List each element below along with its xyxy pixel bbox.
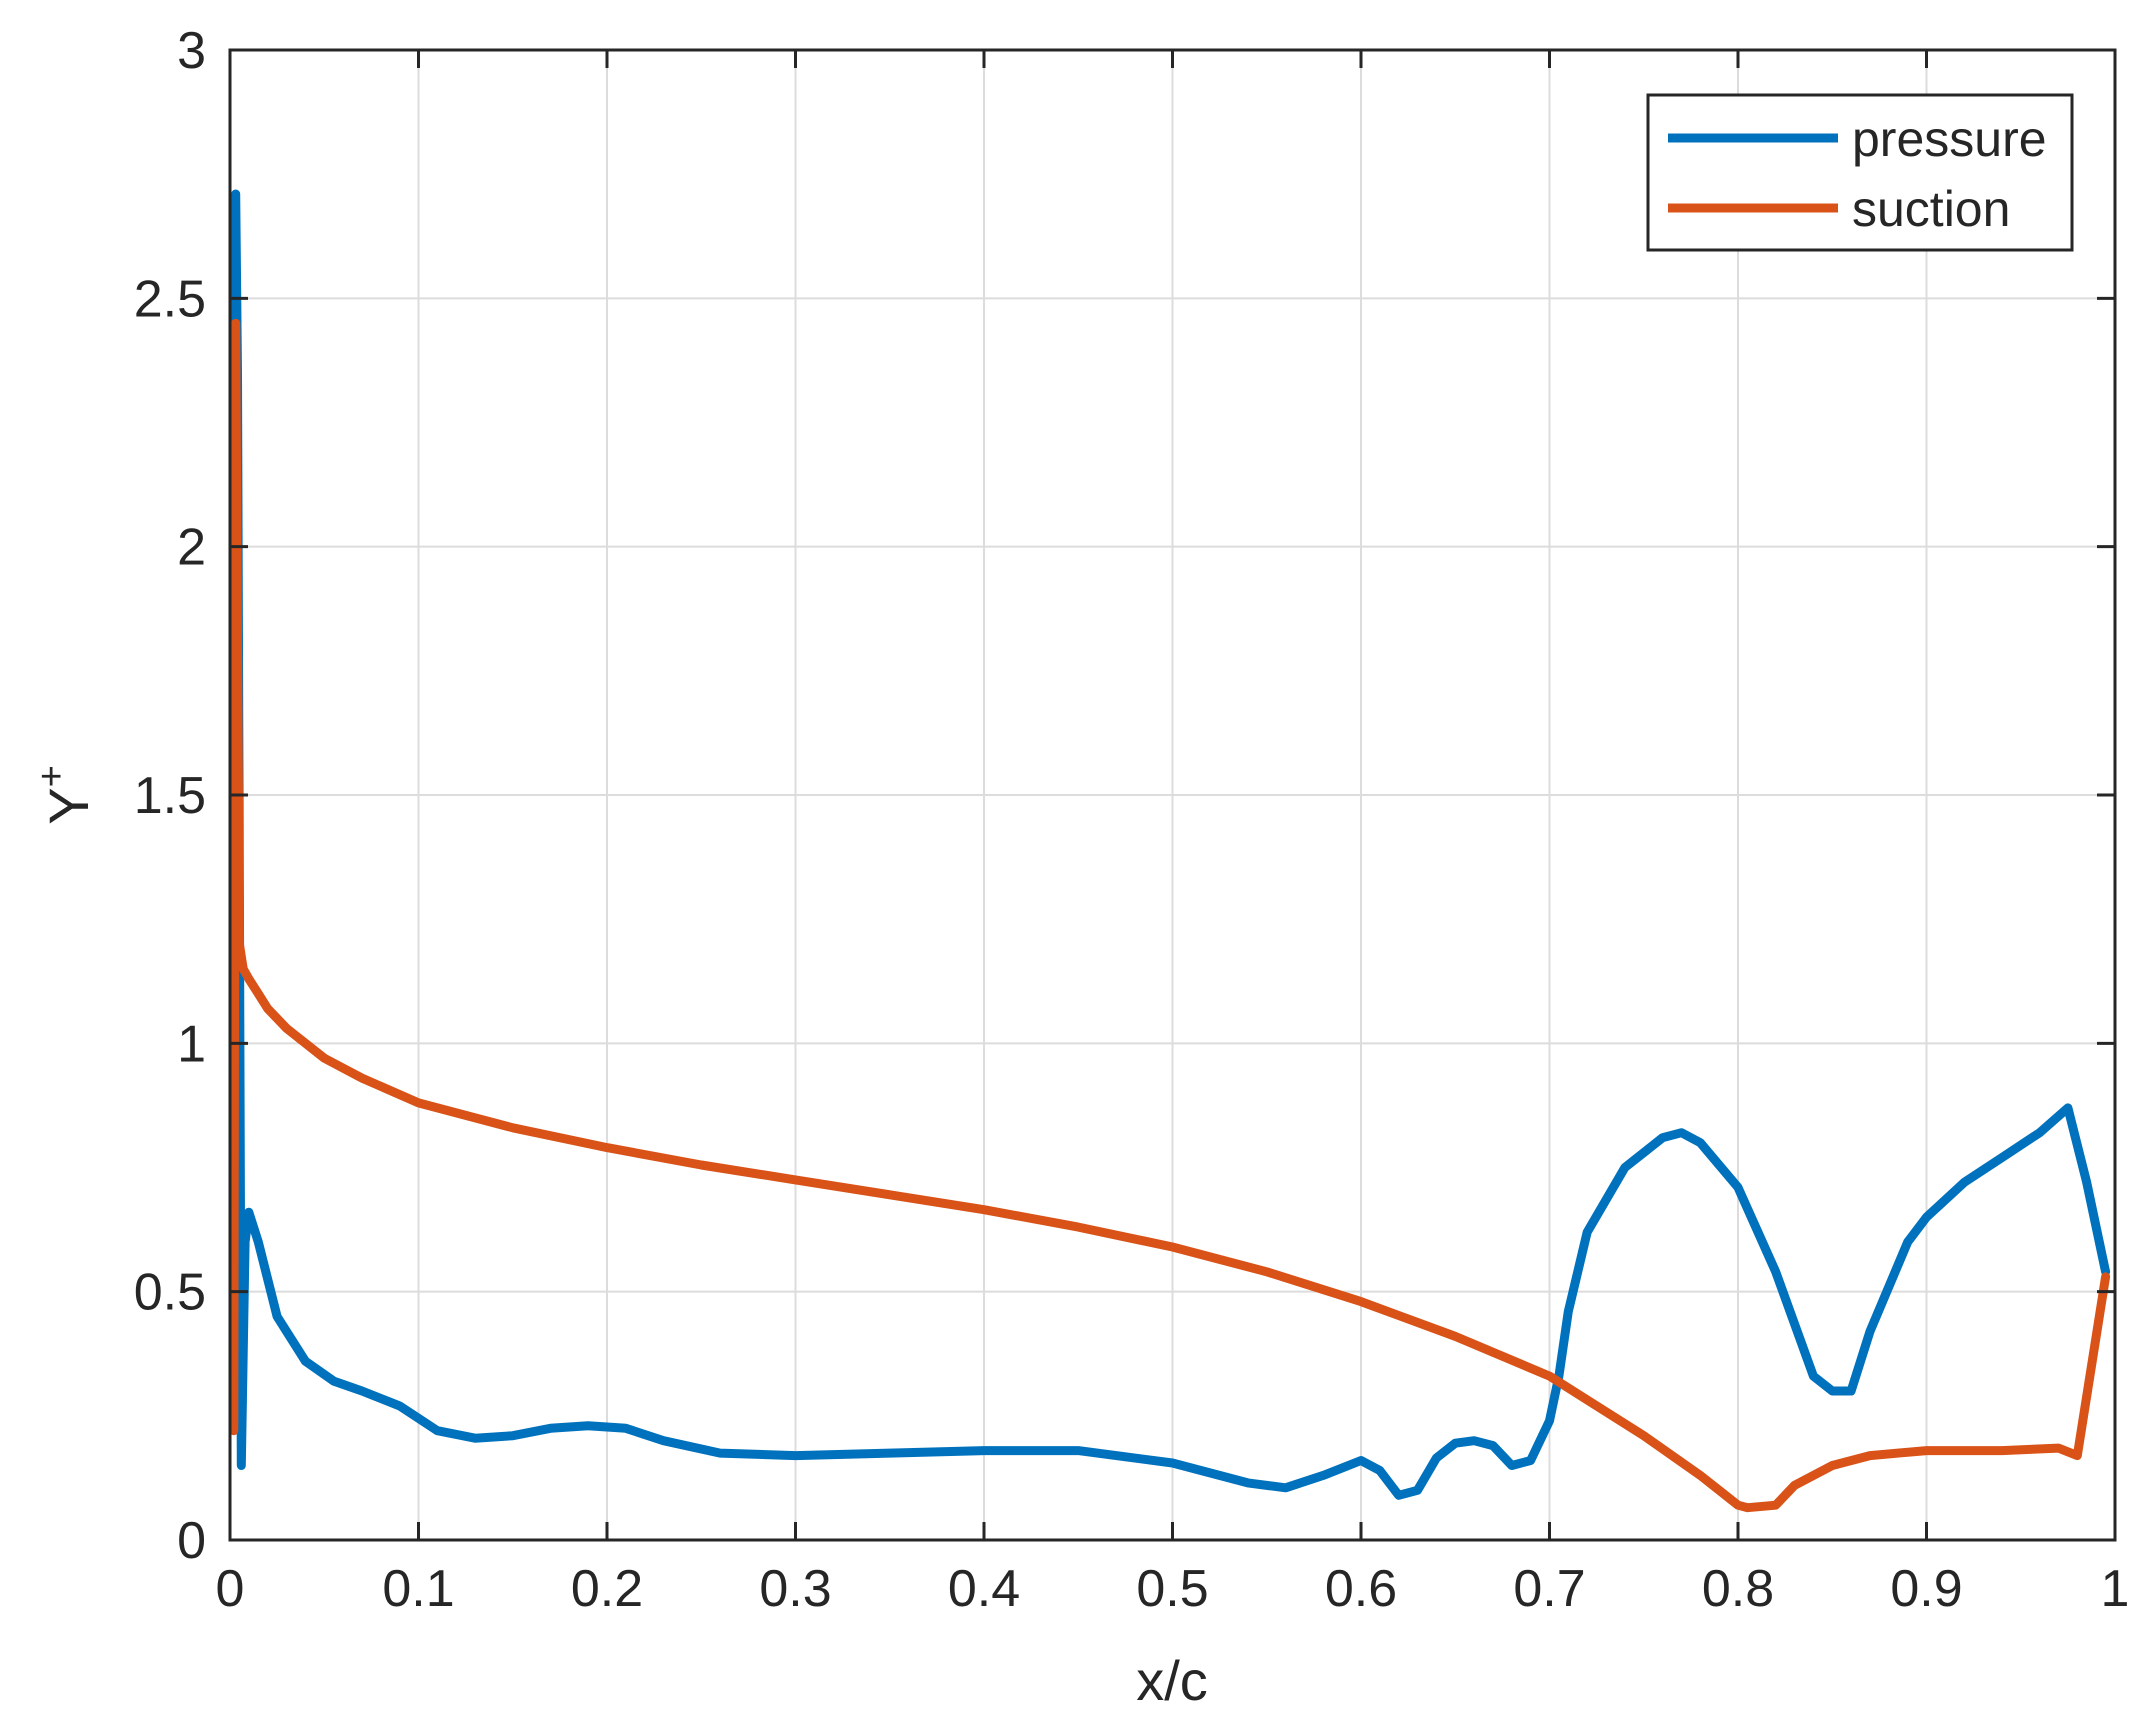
- x-tick-label: 1: [2101, 1560, 2130, 1618]
- y-tick-label: 0: [177, 1512, 206, 1570]
- series-line-pressure: [229, 189, 2111, 1500]
- series-line-suction: [229, 318, 2111, 1513]
- x-tick-label: 0.6: [1325, 1560, 1397, 1618]
- y-axis-label: Y+: [31, 765, 100, 825]
- x-tick-label: 0.8: [1702, 1560, 1774, 1618]
- x-tick-label: 0.4: [948, 1560, 1020, 1618]
- x-tick-label: 0.3: [759, 1560, 831, 1618]
- y-tick-label: 1.5: [134, 767, 206, 825]
- y-axis-label-main: Y: [37, 787, 100, 824]
- x-tick-label: 0: [216, 1560, 245, 1618]
- y-tick-label: 2.5: [134, 270, 206, 328]
- legend: pressure suction: [1646, 93, 2074, 252]
- x-tick-label: 0.5: [1136, 1560, 1208, 1618]
- ticks: [228, 48, 2117, 1542]
- y-tick-label: 1: [177, 1015, 206, 1073]
- legend-label-suction: suction: [1852, 181, 2010, 237]
- x-tick-label: 0.1: [382, 1560, 454, 1618]
- legend-box: [1646, 93, 2074, 252]
- x-tick-label: 0.7: [1513, 1560, 1585, 1618]
- y-tick-label: 0.5: [134, 1264, 206, 1322]
- x-tick-label: 0.2: [571, 1560, 643, 1618]
- x-tick-label: 0.9: [1890, 1560, 1962, 1618]
- legend-label-pressure: pressure: [1852, 111, 2047, 167]
- x-axis-label: x/c: [1136, 1649, 1208, 1712]
- series-layer: [229, 189, 2111, 1513]
- y-tick-label: 2: [177, 519, 206, 577]
- y-axis-label-superscript: +: [31, 765, 73, 787]
- y-tick-label: 3: [177, 22, 206, 80]
- tick-labels: 0 0.1 0.2 0.3 0.4 0.5 0.6 0.7 0.8 0.9 1 0 0.5 1 1.5 2 2.…: [134, 22, 2130, 1618]
